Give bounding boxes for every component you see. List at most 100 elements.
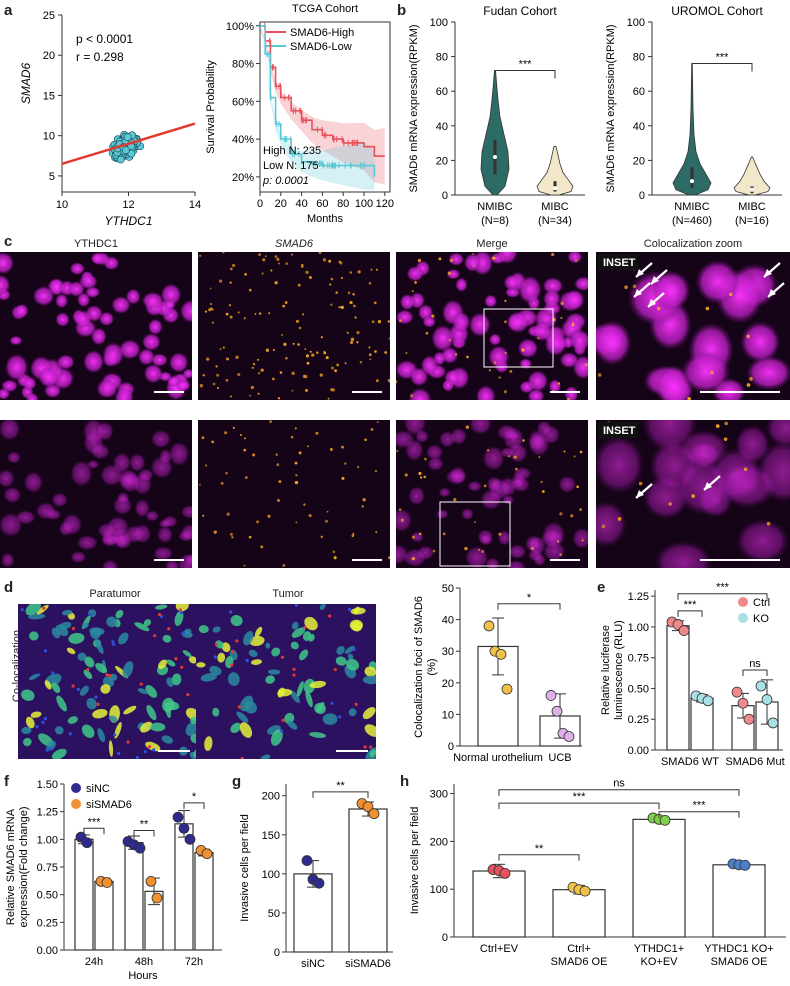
cell-blob: [209, 665, 222, 676]
scale-bar: [550, 559, 580, 561]
smad6-foci: [359, 360, 363, 364]
smad6-foci: [258, 253, 262, 257]
bar: [74, 838, 94, 951]
x-group-label: 48h: [135, 956, 153, 968]
y-tick-label: 0.50: [628, 683, 649, 695]
smad6-foci: [295, 474, 298, 477]
smad6-foci: [356, 341, 359, 344]
smad6-foci: [215, 365, 218, 368]
smad6-foci: [746, 383, 751, 387]
y-tick-label: 1.00: [37, 834, 58, 846]
smad6-foci: [225, 378, 229, 382]
nucleus: [179, 299, 192, 324]
nucleus: [90, 252, 105, 265]
cell-blob: [230, 722, 242, 734]
km-title: TCGA Cohort: [292, 3, 358, 15]
cell-blob: [227, 672, 240, 686]
coloc-dot: [159, 614, 164, 619]
bar: [124, 842, 144, 951]
smad6-foci: [538, 455, 541, 459]
smad6-foci: [472, 264, 475, 267]
cell-blob: [348, 708, 357, 717]
scale-bar: [700, 559, 780, 561]
nucleus: [536, 420, 552, 437]
cell-blob: [108, 715, 118, 723]
nucleus: [406, 265, 424, 282]
nucleus: [23, 471, 44, 494]
coloc-dot: [352, 647, 356, 652]
violin-cat-label: NMIBC: [674, 201, 710, 213]
sig-label: ***: [693, 800, 707, 812]
y-axis-label: Relative luciferase: [600, 625, 612, 715]
y-axis-label: luminescence (RLU): [613, 620, 625, 720]
panel-label-c: c: [4, 233, 13, 250]
smad6-foci: [453, 498, 457, 502]
nucleus: [0, 420, 21, 441]
cell-blob: [212, 707, 220, 717]
data-point: [551, 705, 563, 717]
violin-median: [690, 179, 694, 184]
cell-blob: [344, 645, 355, 654]
smad6-foci: [449, 258, 454, 263]
smad6-foci: [350, 340, 354, 345]
nucleus: [461, 507, 474, 520]
smad6-foci: [230, 395, 232, 398]
violin-y-label: SMAD6 mRNA expression(RPKM): [408, 24, 420, 192]
cell-blob: [296, 681, 304, 697]
nucleus: [765, 420, 790, 447]
violin-cat-n: (N=8): [481, 215, 509, 227]
micro-image-r1-c1: [0, 252, 192, 400]
nucleus: [441, 378, 455, 392]
nucleus: [431, 324, 455, 352]
sig-bracket: [133, 829, 155, 837]
smad6-foci: [282, 304, 286, 308]
nucleus: [455, 277, 468, 293]
sig-bracket: [498, 789, 740, 796]
smad6-foci: [220, 481, 224, 485]
km-x-tick-label: 60: [316, 198, 328, 210]
smad6-foci: [723, 437, 728, 441]
smad6-foci: [257, 372, 261, 375]
arrow-head-icon: [648, 299, 656, 307]
nucleus: [111, 296, 131, 314]
coloc-dot: [143, 750, 147, 754]
coloc-dot: [363, 745, 367, 749]
nucleus: [128, 453, 146, 473]
coloc-dot: [71, 626, 76, 631]
coloc-dot: [292, 667, 296, 671]
nucleus: [125, 288, 141, 305]
smad6-foci: [356, 465, 360, 469]
d-bar-chart: 0 10 20 30 40 50 Colocalization foci of SMAD6(…: [413, 583, 582, 764]
smad6-foci: [601, 524, 606, 529]
cell-blob: [335, 656, 347, 666]
nucleus: [70, 459, 93, 487]
sig-label: *: [527, 592, 532, 604]
data-point: [579, 885, 591, 897]
violin-cat-n: (N=16): [735, 215, 769, 227]
cell-blob: [134, 622, 150, 632]
violin-cat-n: (N=34): [538, 215, 572, 227]
y-tick-label: 0.50: [37, 890, 58, 902]
smad6-foci: [294, 480, 299, 485]
x-cat-label: siNC: [301, 958, 325, 970]
smad6-foci: [292, 342, 295, 345]
nucleus: [508, 443, 528, 463]
smad6-foci: [326, 510, 329, 513]
merge-inset-box: [439, 501, 511, 567]
cell-blob: [140, 721, 153, 733]
nucleus: [408, 486, 426, 506]
data-point: [178, 822, 190, 834]
smad6-foci: [559, 512, 563, 516]
data-point: [739, 859, 751, 871]
smad6-foci: [269, 420, 272, 423]
data-point: [545, 690, 557, 701]
cell-blob: [143, 619, 152, 627]
smad6-foci: [530, 546, 535, 551]
nucleus: [73, 310, 93, 329]
cell-blob: [319, 604, 326, 610]
cell-blob: [29, 631, 39, 641]
smad6-foci: [222, 252, 225, 254]
cell-blob: [55, 726, 64, 735]
km-frame: [259, 21, 391, 193]
nucleus: [427, 457, 444, 471]
